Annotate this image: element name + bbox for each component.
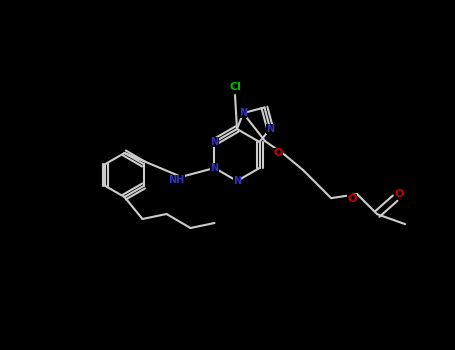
- Text: N: N: [210, 137, 218, 147]
- Text: O: O: [394, 189, 404, 199]
- Text: N: N: [210, 163, 218, 173]
- Text: N: N: [233, 176, 241, 186]
- Text: N: N: [266, 124, 274, 134]
- Text: N: N: [239, 108, 247, 118]
- Text: O: O: [273, 148, 283, 158]
- Text: Cl: Cl: [229, 82, 241, 92]
- Text: NH: NH: [168, 175, 185, 185]
- Text: O: O: [348, 194, 357, 204]
